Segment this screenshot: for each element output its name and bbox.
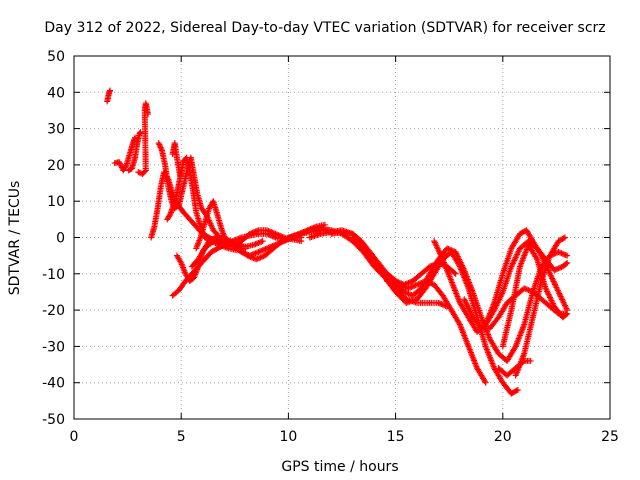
y-tick-label: 40	[47, 85, 65, 101]
x-tick-label: 0	[70, 429, 79, 445]
series-pass-r	[431, 238, 571, 335]
data-point	[477, 323, 484, 330]
y-tick-label: -30	[42, 339, 65, 355]
series-pass-v	[512, 234, 568, 379]
data-point	[242, 245, 249, 252]
data-point	[563, 311, 570, 318]
data-point	[563, 260, 570, 267]
y-tick-label: 20	[47, 158, 65, 174]
data-point	[513, 387, 520, 394]
data-point	[166, 212, 173, 219]
data-point	[520, 358, 527, 365]
data-point	[107, 87, 114, 94]
data-point	[141, 168, 148, 175]
series-pass-w	[495, 357, 534, 379]
series-pass-c	[125, 129, 144, 174]
data-point	[564, 310, 571, 317]
x-tick-label: 15	[387, 429, 405, 445]
axis-ticks: 0 5 10 15 20 25 50 40 30 20 10 0 -10 -20 -30 -40 -50	[42, 49, 619, 445]
y-tick-label: 50	[47, 49, 65, 65]
y-tick-label: 30	[47, 122, 65, 138]
series-pass-n	[306, 227, 459, 288]
data-point	[560, 235, 567, 242]
data-point	[177, 172, 184, 179]
y-tick-label: -10	[42, 267, 65, 283]
y-tick-label: -50	[42, 412, 65, 428]
series-pass-h	[169, 140, 184, 179]
y-axis-label: SDTVAR / TECUs	[7, 181, 23, 296]
data-point	[298, 238, 305, 245]
series-pass-k	[193, 198, 305, 252]
data-point	[451, 269, 458, 276]
series-pass-u	[499, 241, 571, 350]
x-axis-label: GPS time / hours	[281, 459, 398, 475]
data-point	[561, 234, 568, 241]
data-point	[482, 379, 489, 386]
data-point	[564, 259, 571, 266]
chart-title: Day 312 of 2022, Sidereal Day-to-day VTE…	[44, 20, 605, 36]
x-tick-label: 25	[601, 429, 619, 445]
x-tick-label: 10	[279, 429, 297, 445]
y-tick-label: 10	[47, 194, 65, 210]
data-point	[122, 163, 129, 170]
series-pass-t	[482, 227, 571, 328]
series-pass-b	[111, 134, 139, 174]
data-point	[514, 386, 521, 393]
data-point	[137, 129, 144, 136]
data-point	[144, 111, 151, 118]
data-point	[452, 270, 459, 277]
data-points	[104, 87, 571, 397]
y-tick-label: -20	[42, 303, 65, 319]
series-pass-a	[104, 87, 114, 105]
x-tick-label: 20	[494, 429, 512, 445]
grid-lines	[74, 56, 610, 419]
data-point	[564, 252, 571, 259]
series-pass-d	[135, 100, 151, 177]
data-point	[259, 238, 266, 245]
y-tick-label: 0	[56, 231, 65, 247]
y-tick-label: -40	[42, 376, 65, 392]
x-tick-label: 5	[177, 429, 186, 445]
data-point	[527, 357, 534, 364]
